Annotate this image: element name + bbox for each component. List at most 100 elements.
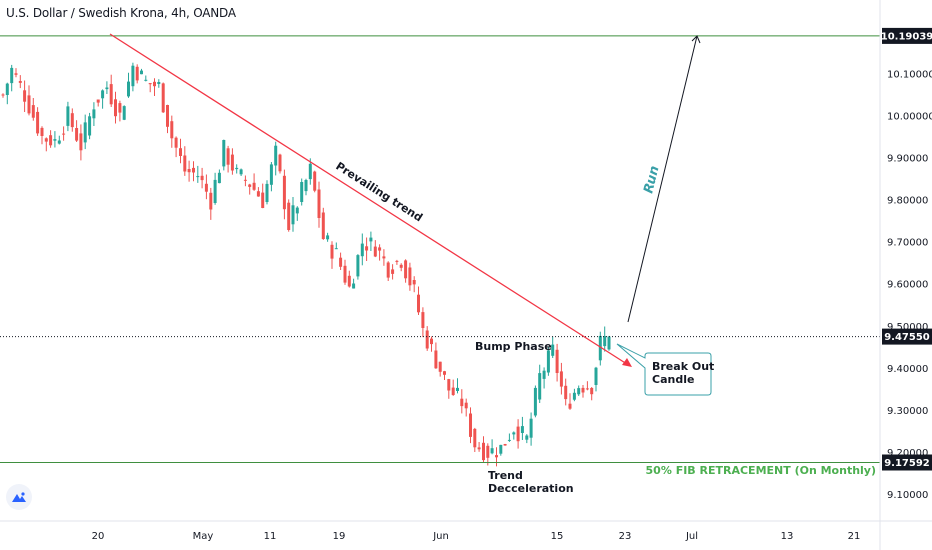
candle-body xyxy=(585,388,589,390)
candle-body xyxy=(559,371,563,387)
candle-body xyxy=(482,442,485,461)
run-arrow xyxy=(627,35,698,323)
x-tick-label: 23 xyxy=(619,531,632,542)
candle-body xyxy=(555,349,559,373)
candle-body xyxy=(343,265,347,283)
candle-body xyxy=(417,294,420,313)
prevailing-trendline xyxy=(109,33,631,367)
candle-body xyxy=(603,336,607,347)
candle-body xyxy=(88,116,92,136)
candle-body xyxy=(520,426,524,433)
candle-body xyxy=(226,148,230,165)
candle-body xyxy=(269,164,273,185)
fib-label: 50% FIB RETRACEMENT (On Monthly) xyxy=(646,464,876,477)
candle-body xyxy=(200,175,204,181)
candles-layer xyxy=(1,62,611,467)
candle-body xyxy=(278,154,282,172)
breakout-label-line2: Candle xyxy=(652,373,694,386)
candle-body xyxy=(14,73,18,75)
bump-phase-label: Bump Phase xyxy=(475,340,552,353)
candle-body xyxy=(317,189,321,218)
candle-body xyxy=(79,133,83,151)
candle-body xyxy=(456,387,459,391)
y-tick-label: 9.60000 xyxy=(887,280,928,291)
candle-body xyxy=(131,65,135,87)
candle-body xyxy=(18,81,22,83)
candle-body xyxy=(217,172,221,184)
candle-body xyxy=(300,182,304,202)
candle-body xyxy=(451,387,455,395)
y-tick-label: 9.70000 xyxy=(887,238,928,249)
candle-body xyxy=(321,212,325,239)
candle-body xyxy=(464,402,468,409)
y-tick-label: 10.10000 xyxy=(887,70,932,81)
x-tick-label: Jun xyxy=(432,531,449,542)
x-tick-label: 15 xyxy=(551,531,564,542)
candle-body xyxy=(166,105,169,127)
trendline-label: Prevailing trend xyxy=(333,160,425,225)
candle-body xyxy=(70,113,74,128)
candle-body xyxy=(83,122,87,143)
candle-body xyxy=(170,121,174,139)
run-arrowhead xyxy=(691,35,701,44)
trendline-arrowhead xyxy=(622,358,632,367)
y-tick-label: 9.50000 xyxy=(887,322,928,333)
candle-body xyxy=(533,387,537,416)
candle-body xyxy=(438,361,442,372)
y-tick-label: 9.80000 xyxy=(887,196,928,207)
x-tick-label: 13 xyxy=(781,531,794,542)
candle-body xyxy=(261,192,265,208)
x-tick-label: May xyxy=(193,531,214,542)
candle-body xyxy=(101,90,105,99)
candle-body xyxy=(308,163,312,180)
candle-body xyxy=(460,398,464,407)
candle-body xyxy=(27,95,31,114)
price-tag-support: 9.17592 xyxy=(882,454,932,471)
candle-body xyxy=(369,237,373,242)
candle-body xyxy=(62,133,66,135)
candle-body xyxy=(412,280,416,285)
candle-body xyxy=(430,338,433,345)
y-tick-label: 9.40000 xyxy=(887,364,928,375)
y-tick-label: 10.00000 xyxy=(887,112,932,123)
candle-body xyxy=(507,439,511,441)
candle-body xyxy=(127,81,130,97)
candle-body xyxy=(92,109,96,119)
price-tag-last-text: 9.47550 xyxy=(884,332,930,343)
candle-body xyxy=(40,127,44,136)
candle-body xyxy=(248,184,252,187)
x-tick-label: 11 xyxy=(264,531,277,542)
breakout-callout: Break Out Candle xyxy=(616,343,714,396)
candle-body xyxy=(265,183,269,202)
candle-body xyxy=(551,344,555,356)
candle-body xyxy=(352,283,356,289)
candle-body xyxy=(187,169,191,173)
candle-body xyxy=(239,169,243,175)
y-tick-label: 9.10000 xyxy=(887,490,928,501)
candle-body xyxy=(434,350,438,369)
candle-body xyxy=(75,128,79,141)
candle-body xyxy=(204,183,208,192)
candle-body xyxy=(538,373,542,400)
candle-body xyxy=(10,67,14,84)
candle-body xyxy=(499,444,503,454)
candle-body xyxy=(326,235,330,240)
candle-body xyxy=(144,79,148,81)
candle-body xyxy=(36,111,40,134)
candle-body xyxy=(382,256,386,259)
candle-body xyxy=(252,182,256,190)
candle-body xyxy=(66,106,70,126)
candle-body xyxy=(516,426,520,442)
candle-body xyxy=(360,243,364,257)
candle-body xyxy=(581,387,585,393)
x-tick-label: Jul xyxy=(685,531,698,542)
candle-body xyxy=(23,90,27,102)
tradingview-logo-icon[interactable] xyxy=(6,484,32,510)
candle-body xyxy=(213,179,217,203)
candle-body xyxy=(122,106,126,120)
candle-body xyxy=(291,205,295,225)
x-tick-label: 20 xyxy=(92,531,105,542)
candle-body xyxy=(183,155,187,172)
price-tag-resistance-text: 10.19039 xyxy=(881,31,932,42)
